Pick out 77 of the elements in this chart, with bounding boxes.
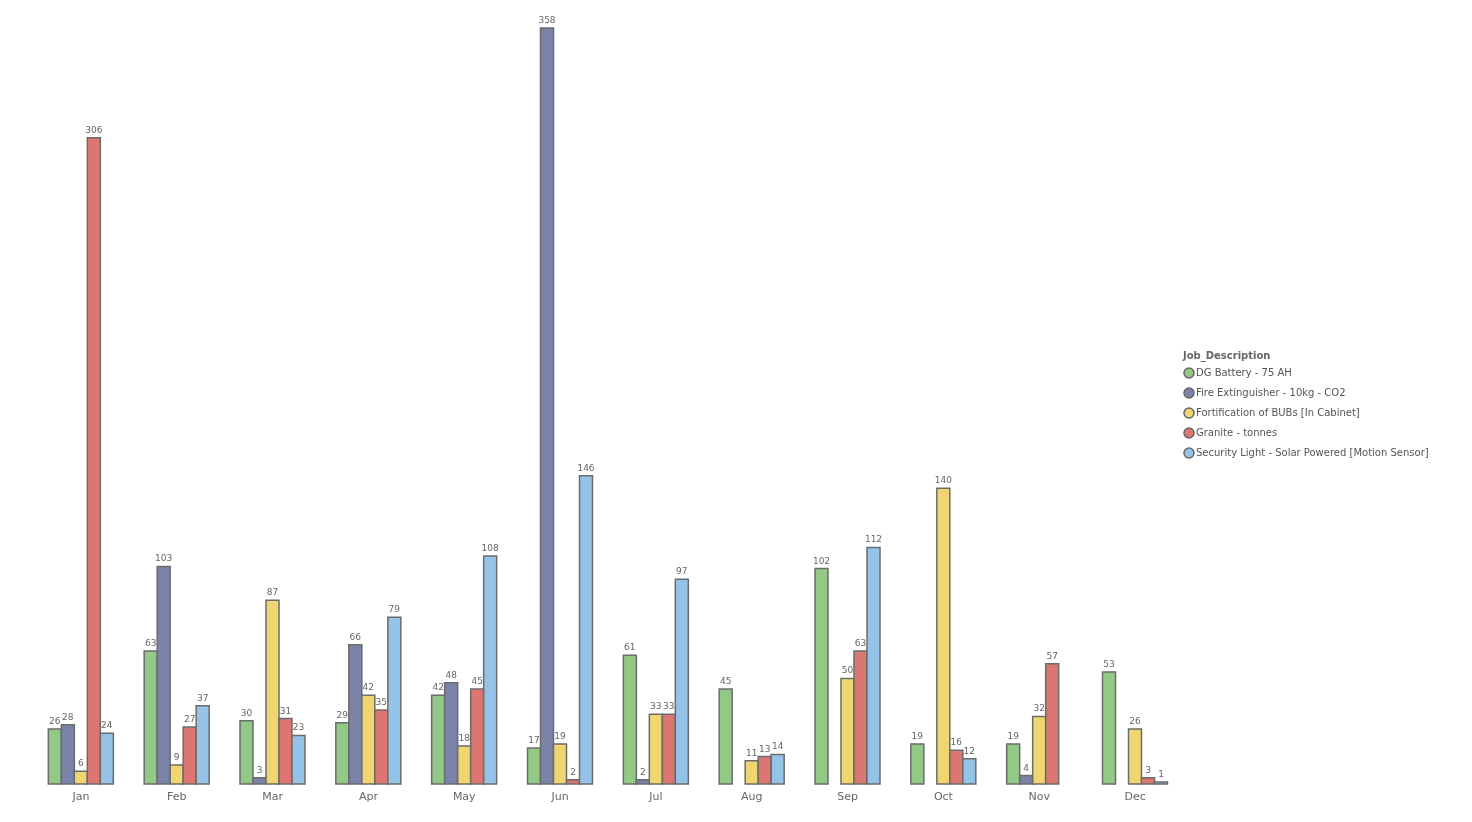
x-tick-label: Apr	[358, 789, 379, 803]
x-tick-label: Feb	[167, 789, 187, 803]
data-label: 19	[1007, 730, 1020, 741]
data-label: 37	[196, 692, 209, 703]
legend-label: Fire Extinguisher - 10kg - CO2	[1196, 387, 1346, 398]
data-label: 42	[432, 682, 444, 693]
data-label: 28	[62, 711, 74, 722]
data-label: 63	[144, 637, 157, 648]
data-label: 2	[570, 766, 576, 777]
data-label: 146	[577, 462, 595, 473]
x-tick-label: Jan	[71, 789, 90, 803]
bar	[814, 567, 829, 785]
data-label: 45	[719, 675, 732, 686]
data-label: 112	[864, 534, 883, 545]
data-label: 26	[1129, 716, 1141, 727]
data-label: 18	[458, 732, 471, 743]
data-label: 66	[349, 631, 362, 642]
legend-label: Security Light - Solar Powered [Motion Sensor]	[1196, 447, 1429, 458]
data-label: 87	[266, 587, 279, 598]
legend-label: Granite - tonnes	[1196, 427, 1278, 438]
data-label: 13	[758, 743, 771, 754]
legend-label: DG Battery - 75 AH	[1196, 367, 1292, 378]
data-label: 16	[950, 737, 963, 748]
x-tick-label: Sep	[837, 789, 858, 803]
data-label: 19	[911, 730, 924, 741]
data-label: 108	[481, 542, 500, 553]
data-label: 23	[292, 722, 305, 733]
data-label: 30	[240, 707, 253, 718]
data-label: 33	[663, 701, 675, 712]
data-label: 29	[336, 709, 349, 720]
data-label: 1	[1158, 768, 1164, 779]
data-label: 11	[745, 747, 758, 758]
data-label: 3	[256, 764, 263, 775]
data-label: 31	[279, 705, 292, 716]
data-label: 32	[1033, 703, 1045, 714]
data-label: 97	[676, 566, 688, 577]
bar	[1101, 671, 1117, 785]
data-label: 50	[841, 665, 854, 676]
data-label: 17	[528, 735, 540, 746]
data-label: 33	[650, 701, 662, 712]
data-label: 27	[183, 713, 196, 724]
data-label: 9	[173, 751, 180, 762]
x-tick-label: Oct	[933, 789, 954, 803]
x-tick-label: Jul	[648, 789, 663, 803]
data-label: 12	[963, 745, 976, 756]
x-tick-label: May	[452, 789, 477, 803]
data-label: 48	[445, 669, 458, 680]
data-label: 14	[771, 741, 784, 752]
data-label: 306	[85, 124, 103, 135]
data-label: 53	[1103, 659, 1115, 670]
data-label: 140	[934, 475, 953, 486]
x-tick-label: Jun	[550, 789, 569, 803]
data-label: 79	[388, 604, 401, 615]
data-label: 63	[854, 637, 867, 648]
data-label: 19	[554, 730, 566, 741]
data-label: 45	[471, 675, 483, 686]
data-label: 26	[49, 716, 61, 727]
data-label: 24	[101, 720, 113, 731]
bar	[718, 688, 733, 785]
data-label: 42	[362, 682, 375, 693]
x-tick-label: Mar	[262, 789, 284, 803]
data-label: 3	[1145, 764, 1151, 775]
x-tick-label: Nov	[1028, 789, 1051, 803]
data-label: 102	[812, 555, 831, 566]
data-label: 358	[538, 15, 556, 25]
data-label: 103	[155, 553, 173, 564]
legend-title: Job_Description	[1183, 349, 1272, 361]
data-label: 4	[1023, 762, 1030, 773]
data-label: 57	[1046, 650, 1058, 661]
bar	[910, 743, 925, 785]
data-label: 61	[624, 642, 636, 653]
data-label: 2	[639, 766, 646, 777]
data-label: 6	[77, 758, 84, 769]
x-tick-label: Aug	[741, 789, 763, 803]
legend-label: Fortification of BUBs [In Cabinet]	[1196, 407, 1360, 418]
x-tick-label: Dec	[1124, 789, 1146, 803]
data-label: 35	[375, 697, 388, 708]
